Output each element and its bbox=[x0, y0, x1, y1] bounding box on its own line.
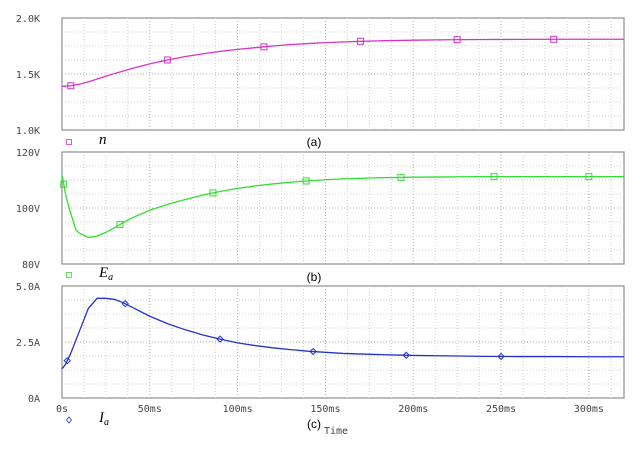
data-point-marker bbox=[260, 43, 268, 51]
legend-marker bbox=[66, 139, 72, 145]
data-point-marker bbox=[216, 335, 224, 343]
x-tick-label: 300ms bbox=[574, 404, 604, 415]
y-tick-label: 2.5A bbox=[16, 338, 40, 349]
data-point-marker bbox=[209, 189, 217, 197]
data-point-marker bbox=[60, 180, 68, 188]
legend-symbol: n bbox=[99, 132, 107, 148]
y-tick-label: 1.5K bbox=[16, 70, 40, 81]
data-point-marker bbox=[309, 347, 317, 356]
data-point-marker bbox=[402, 351, 410, 359]
y-tick-label: 80V bbox=[22, 260, 40, 271]
x-tick-label: 0s bbox=[56, 404, 68, 415]
legend-symbol: Ia bbox=[98, 410, 109, 428]
x-tick-label: 250ms bbox=[486, 404, 516, 415]
x-tick-label: 50ms bbox=[138, 404, 162, 415]
y-tick-label: 120V bbox=[16, 148, 40, 159]
legend-marker bbox=[66, 272, 72, 278]
x-tick-label: 200ms bbox=[398, 404, 428, 415]
data-point-marker bbox=[497, 352, 505, 361]
y-tick-label: 100V bbox=[16, 204, 40, 215]
x-axis-label: Time bbox=[324, 426, 348, 437]
legend-marker bbox=[65, 416, 73, 424]
x-tick-label: 150ms bbox=[310, 404, 340, 415]
data-point-marker bbox=[163, 56, 171, 64]
data-point-marker bbox=[585, 173, 593, 181]
series-line bbox=[61, 174, 624, 239]
data-point-marker bbox=[550, 35, 558, 43]
series-line bbox=[61, 297, 624, 370]
y-tick-label: 2.0K bbox=[16, 14, 40, 25]
panel-label: (a) bbox=[307, 135, 322, 149]
data-point-marker bbox=[116, 221, 124, 229]
data-point-marker bbox=[357, 37, 365, 45]
plot-panel-3: 0A 2.5A 5.0A Ia (c) 0s 50ms 100ms 150ms 200ms 250m… bbox=[16, 282, 625, 437]
y-tick-label: 5.0A bbox=[16, 282, 40, 293]
data-point-marker bbox=[490, 173, 498, 181]
data-point-marker bbox=[453, 36, 461, 44]
x-tick-label: 100ms bbox=[223, 404, 253, 415]
plot-panel-1: 1.0K 1.5K 2.0K n (a) bbox=[16, 14, 625, 149]
data-point-marker bbox=[121, 299, 129, 308]
data-point-marker bbox=[397, 173, 405, 181]
legend-symbol: Ea bbox=[98, 265, 113, 283]
y-tick-label: 0A bbox=[28, 394, 40, 405]
plot-panel-2: 80V 100V 120V Ea (b) bbox=[16, 148, 625, 284]
panel-label: (b) bbox=[307, 270, 322, 284]
panel-label: (c) bbox=[307, 417, 321, 431]
y-tick-label: 1.0K bbox=[16, 126, 40, 137]
data-point-marker bbox=[302, 177, 310, 185]
data-point-marker bbox=[67, 82, 75, 90]
data-point-marker bbox=[63, 356, 71, 365]
